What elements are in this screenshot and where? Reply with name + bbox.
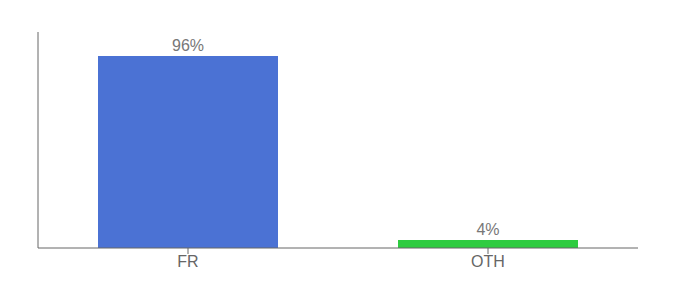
svg-text:96%: 96% — [172, 37, 204, 54]
svg-text:OTH: OTH — [471, 253, 505, 270]
svg-text:FR: FR — [177, 253, 198, 270]
svg-text:4%: 4% — [476, 221, 499, 238]
